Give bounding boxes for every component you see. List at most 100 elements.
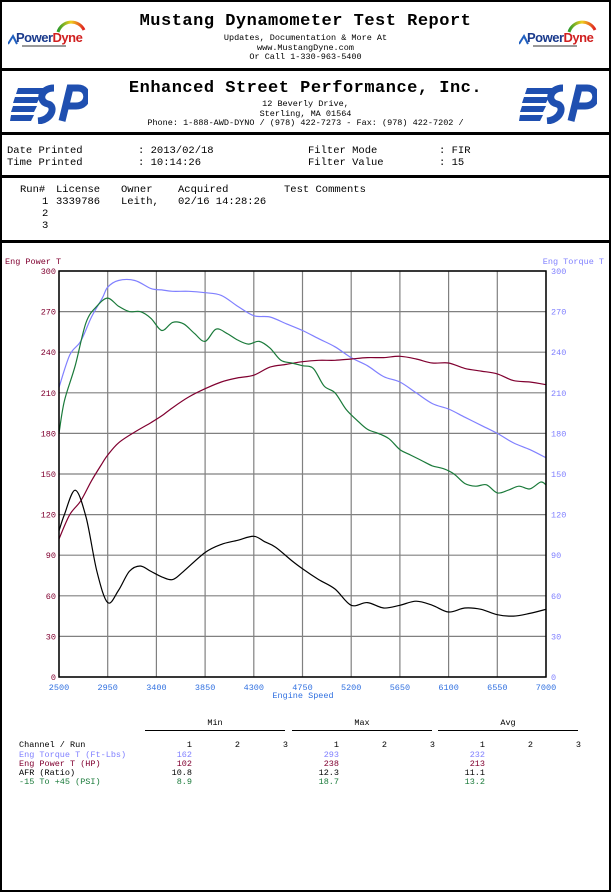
divider xyxy=(438,730,578,732)
header-sub-updates: Updates, Documentation & More At xyxy=(223,33,388,43)
date-printed-label: Date Printed xyxy=(7,145,83,157)
stats-run-header: 1 xyxy=(333,740,339,750)
x-tick-label: 2950 xyxy=(97,683,117,693)
powerdyne-logo-icon: PowerDyne xyxy=(7,20,88,50)
col-header-license: License xyxy=(56,184,101,196)
right-tick-label: 150 xyxy=(551,470,566,480)
series-line-2 xyxy=(58,489,547,617)
left-tick-label: 90 xyxy=(46,551,56,561)
stats-channel-label: AFR (Ratio) xyxy=(19,768,76,778)
col-header-acquired: Acquired xyxy=(178,184,229,196)
x-tick-label: 6100 xyxy=(438,683,458,693)
stats-channel-label: Eng Torque T (Ft-Lbs) xyxy=(19,750,127,760)
run-number: 2 xyxy=(42,208,49,220)
logo-text-dyne: Dyne xyxy=(52,30,83,45)
shop-header: Enhanced Street Performance, Inc. 12 Bev… xyxy=(2,71,609,135)
chart-series xyxy=(58,278,547,617)
right-tick-label: 180 xyxy=(551,429,566,439)
report-header: PowerDyne Mustang Dynamometer Test Repor… xyxy=(2,2,609,71)
col-header-comments: Test Comments xyxy=(284,184,366,196)
left-axis-title: Eng Power T xyxy=(5,257,61,267)
right-axis-title: Eng Torque T xyxy=(543,257,604,267)
series-line-0 xyxy=(58,278,547,459)
chart-grid xyxy=(58,270,547,678)
logo-tagline xyxy=(533,45,577,47)
x-tick-label: 6550 xyxy=(487,683,507,693)
left-tick-label: 30 xyxy=(46,632,56,642)
stats-max-value: 293 xyxy=(323,750,339,760)
stats-max-value: 18.7 xyxy=(318,777,339,787)
right-tick-label: 90 xyxy=(551,551,561,561)
stats-run-header: 1 xyxy=(479,740,485,750)
stats-avg-value: 232 xyxy=(469,750,485,760)
dyno-chart: Eng Power T Eng Torque T 0 30 60 90 120 150 18… xyxy=(5,257,604,701)
stats-avg-value: 11.1 xyxy=(464,768,485,778)
x-tick-label: 4750 xyxy=(292,683,312,693)
stats-run-header: 3 xyxy=(575,740,581,750)
right-tick-label: 30 xyxy=(551,632,561,642)
x-tick-label: 5200 xyxy=(341,683,361,693)
print-info: Date Printed : 2013/02/18 Filter Mode : … xyxy=(2,135,609,178)
time-printed-value: : 10:14:26 xyxy=(138,157,202,169)
x-tick-label: 3850 xyxy=(195,683,215,693)
filter-mode-value: : FIR xyxy=(439,145,471,157)
stats-channel-label: -15 To +45 (PSI) xyxy=(19,777,101,787)
left-tick-label: 0 xyxy=(51,673,56,683)
plot-border xyxy=(58,270,547,678)
stats-run-header: 3 xyxy=(429,740,435,750)
header-phone: Or Call 1-330-963-5400 xyxy=(249,52,362,62)
run-number: 3 xyxy=(42,220,49,232)
x-tick-label: 7000 xyxy=(536,683,556,693)
powerdyne-logo-icon: PowerDyne xyxy=(518,20,599,50)
x-axis-title: Engine Speed xyxy=(272,691,333,701)
right-tick-label: 120 xyxy=(551,511,566,521)
stats-run-header: 2 xyxy=(527,740,533,750)
header-info: Updates, Documentation & More At www.Mus… xyxy=(2,33,609,63)
logo-text-power: Power xyxy=(16,30,53,45)
esp-logo-icon xyxy=(10,84,91,125)
runs-grid: Run# License Owner Acquired Test Comment… xyxy=(20,184,366,364)
filter-value-label: Filter Value xyxy=(308,157,384,169)
run-number: 1 xyxy=(42,196,49,208)
logo-tagline xyxy=(22,45,66,47)
stats-max-value: 12.3 xyxy=(318,768,339,778)
header-website-link[interactable]: www.MustangDyne.com xyxy=(257,42,354,53)
stats-avg-value: 213 xyxy=(469,759,485,769)
run-acquired: 02/16 14:28:26 xyxy=(178,196,267,208)
shop-address-line1: 12 Beverly Drive, xyxy=(262,99,349,109)
divider xyxy=(145,730,285,732)
x-tick-label: 4300 xyxy=(244,683,264,693)
print-info-grid: Date Printed : 2013/02/18 Filter Mode : … xyxy=(7,145,471,265)
filter-value-value: : 15 xyxy=(439,157,465,169)
right-tick-label: 0 xyxy=(551,673,556,683)
stats-max-value: 238 xyxy=(323,759,339,769)
stats-row-header: Channel / Run xyxy=(19,740,86,750)
divider xyxy=(292,730,432,732)
right-tick-label: 60 xyxy=(551,592,561,602)
x-tick-label: 2500 xyxy=(49,683,69,693)
filter-mode-label: Filter Mode xyxy=(308,145,378,157)
left-tick-label: 300 xyxy=(41,267,56,277)
time-printed-label: Time Printed xyxy=(7,157,83,169)
stats-header-min: Min xyxy=(207,718,223,728)
x-axis-ticks: 2500 2950 3400 3850 4300 4750 5200 5650 6100 6550… xyxy=(49,683,556,693)
stats-avg-value: 13.2 xyxy=(464,777,485,787)
left-tick-label: 240 xyxy=(41,348,56,358)
series-line-3 xyxy=(58,297,547,494)
stats-channel-label: Eng Power T (HP) xyxy=(19,759,101,769)
date-printed-value: : 2013/02/18 xyxy=(138,145,214,157)
right-tick-label: 210 xyxy=(551,389,566,399)
stats-header-max: Max xyxy=(354,718,370,728)
run-owner: Leith, xyxy=(121,196,159,208)
shop-name: Enhanced Street Performance, Inc. xyxy=(128,79,483,98)
stats-min-value: 162 xyxy=(176,750,192,760)
esp-logo-icon xyxy=(519,84,600,125)
left-axis-ticks: 0 30 60 90 120 150 180 210 240 270 300 xyxy=(41,267,56,683)
run-license: 3339786 xyxy=(56,196,101,208)
x-tick-label: 5650 xyxy=(390,683,410,693)
right-tick-label: 240 xyxy=(551,348,566,358)
stats-min-value: 10.8 xyxy=(171,768,192,778)
left-tick-label: 120 xyxy=(41,511,56,521)
x-tick-label: 3400 xyxy=(146,683,166,693)
